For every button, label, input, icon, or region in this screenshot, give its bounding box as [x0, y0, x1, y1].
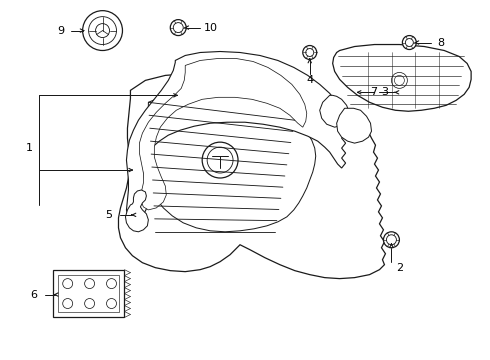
Circle shape	[83, 11, 122, 50]
Text: 8: 8	[437, 37, 444, 48]
Text: 7: 7	[370, 87, 377, 97]
Polygon shape	[333, 45, 471, 111]
Circle shape	[202, 142, 238, 178]
Polygon shape	[319, 95, 349, 127]
Polygon shape	[53, 270, 124, 318]
Text: 5: 5	[105, 210, 113, 220]
Circle shape	[303, 45, 317, 59]
Circle shape	[207, 147, 233, 173]
Text: 10: 10	[204, 23, 218, 33]
Circle shape	[171, 20, 186, 36]
Polygon shape	[337, 108, 371, 143]
Text: 3: 3	[382, 87, 389, 97]
Polygon shape	[147, 90, 316, 232]
Polygon shape	[140, 58, 307, 210]
Text: 6: 6	[30, 289, 37, 300]
Polygon shape	[126, 51, 345, 222]
Text: 4: 4	[306, 75, 313, 85]
Polygon shape	[125, 190, 148, 232]
Circle shape	[392, 72, 407, 88]
Circle shape	[89, 17, 117, 45]
Circle shape	[384, 232, 399, 248]
Text: 9: 9	[57, 26, 65, 36]
Circle shape	[402, 36, 416, 50]
Text: 1: 1	[25, 143, 32, 153]
Polygon shape	[119, 72, 386, 279]
Text: 2: 2	[396, 263, 403, 273]
